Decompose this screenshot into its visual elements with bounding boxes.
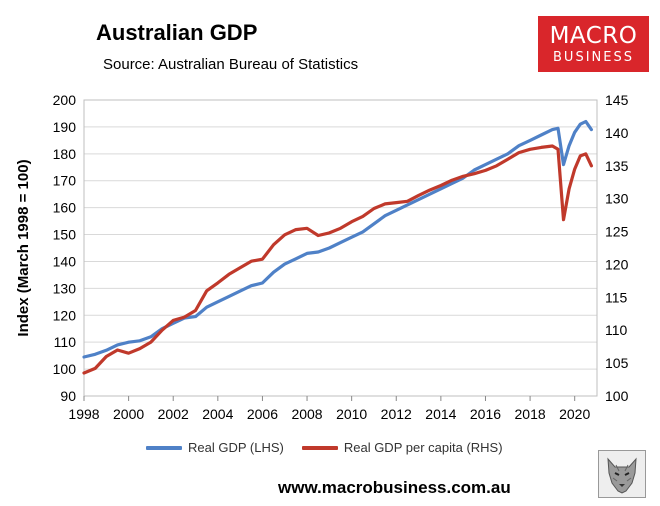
plot-area-border [83,99,598,397]
y-left-tick-140: 140 [53,253,77,269]
y-right-tick-105: 105 [605,355,629,371]
x-tick-2000: 2000 [113,406,144,422]
y-right-tick-130: 130 [605,191,629,207]
y-right-tick-125: 125 [605,224,629,240]
x-tick-2002: 2002 [158,406,189,422]
source-caption: Source: Australian Bureau of Statistics [103,56,359,73]
y-right-tick-100: 100 [605,388,629,404]
y-left-tick-190: 190 [53,119,77,135]
y-right-tick-110: 110 [605,322,628,338]
macrobusiness-logo[interactable]: MACRO BUSINESS [538,16,649,72]
y-left-tick-170: 170 [53,173,77,189]
website-url[interactable]: www.macrobusiness.com.au [278,478,511,497]
x-tick-2016: 2016 [470,406,501,422]
legend-label-real-gdp: Real GDP (LHS) [188,440,284,455]
x-tick-2012: 2012 [381,406,412,422]
y-left-tick-130: 130 [53,280,77,296]
logo-line-2: BUSINESS [553,50,634,65]
x-tick-2004: 2004 [202,406,233,422]
y-left-tick-150: 150 [53,227,77,243]
y-left-tick-180: 180 [53,146,77,162]
y-left-tick-110: 110 [54,334,77,350]
y-right-tick-140: 140 [605,125,629,141]
series-line-real-gdp-per-capita [82,144,593,375]
legend-swatch-blue [146,445,182,450]
y-left-tick-160: 160 [53,200,77,216]
x-tick-1998: 1998 [68,406,99,422]
legend-item-real-gdp-per-capita: Real GDP per capita (RHS) [301,440,503,455]
y-left-tick-120: 120 [53,307,77,323]
y-right-tick-135: 135 [605,158,629,174]
chart-title: Australian GDP [96,20,258,45]
legend-item-real-gdp: Real GDP (LHS) [146,440,284,455]
legend-label-real-gdp-per-capita: Real GDP per capita (RHS) [343,440,503,455]
wolf-logo-icon [598,450,646,498]
x-tick-2018: 2018 [515,406,546,422]
x-tick-2010: 2010 [336,406,367,422]
y-right-tick-115: 115 [605,289,628,305]
x-tick-2020: 2020 [559,406,590,422]
series-line-real-gdp [82,119,593,359]
y-left-tick-100: 100 [53,361,77,377]
y-right-tick-145: 145 [605,92,629,108]
x-tick-2008: 2008 [291,406,322,422]
x-tick-2014: 2014 [425,406,456,422]
y-axis-label: Index (March 1998 = 100) [15,159,32,336]
chart-legend: Real GDP (LHS) Real GDP per capita (RHS) [146,440,521,455]
y-left-tick-200: 200 [53,92,77,108]
logo-line-1: MACRO [549,23,638,49]
y-left-tick-90: 90 [60,388,76,404]
x-tick-2006: 2006 [247,406,278,422]
legend-swatch-red [301,445,338,450]
y-right-tick-120: 120 [605,256,629,272]
